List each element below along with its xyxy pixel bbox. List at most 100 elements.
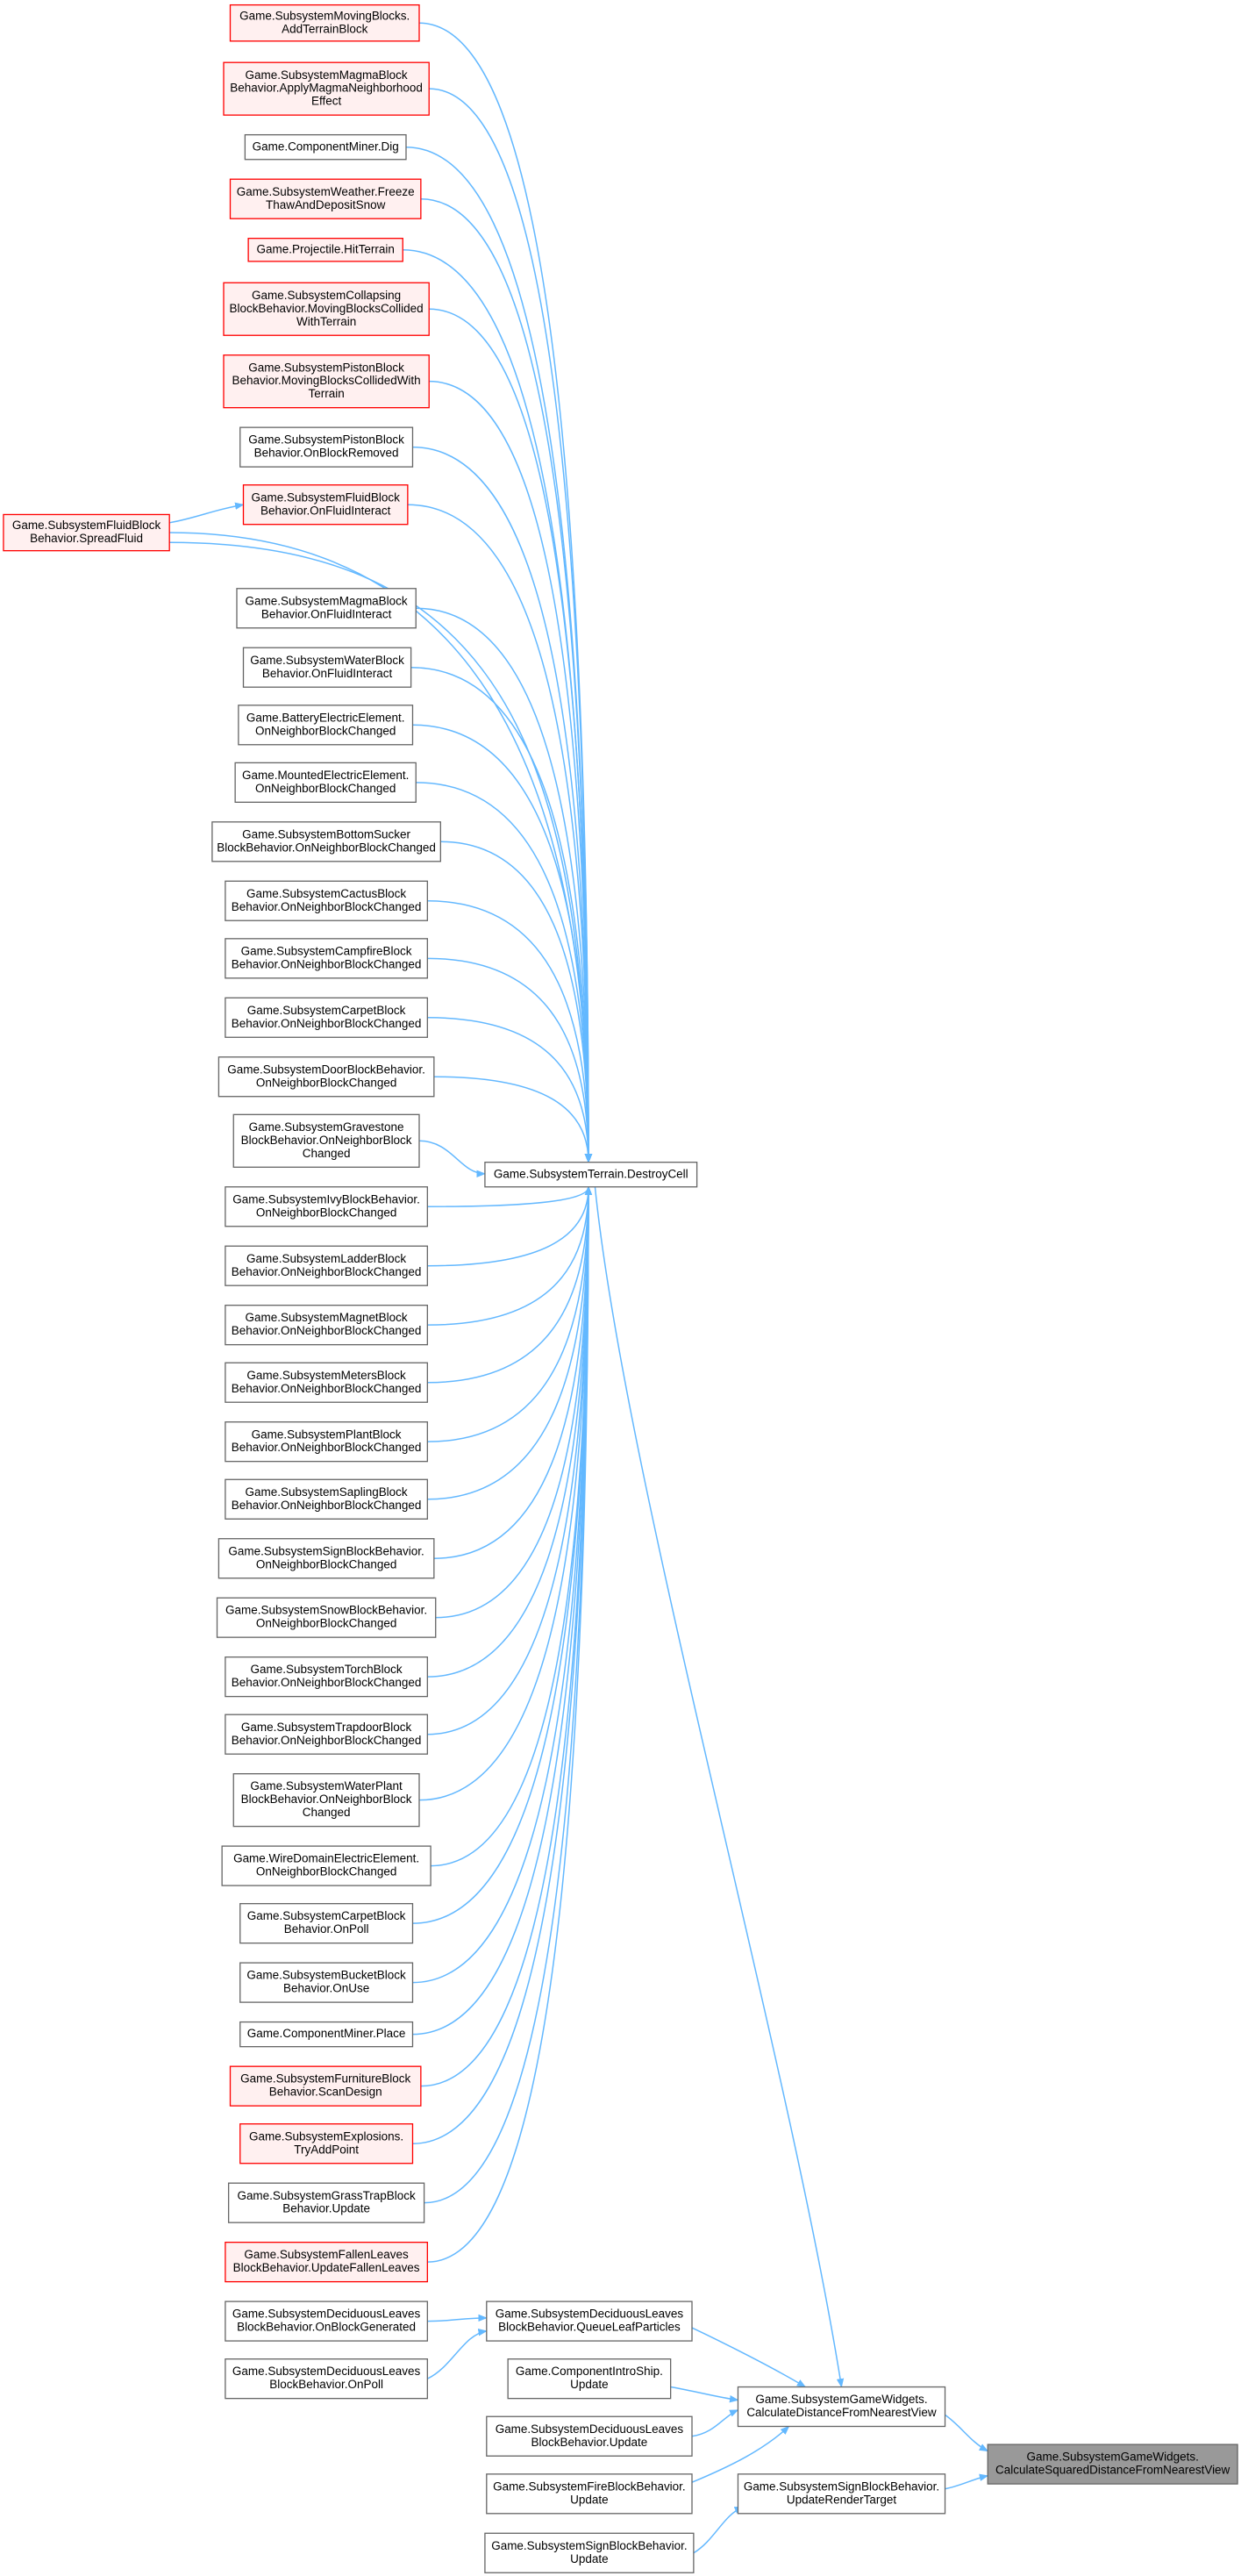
- node-box: [238, 705, 414, 746]
- edge: [169, 541, 593, 1163]
- node: Game.SubsystemWeather.FreezeThawAndDepos…: [229, 178, 422, 219]
- node-box: [225, 1656, 429, 1698]
- node-label: BlockBehavior.OnNeighborBlock: [241, 1792, 412, 1806]
- node: Game.BatteryElectricElement.OnNeighborBl…: [238, 705, 414, 746]
- edge: [427, 1185, 593, 1384]
- node-box: [486, 2415, 693, 2457]
- node-label: Game.SubsystemSignBlockBehavior.: [744, 2479, 939, 2493]
- node-label: Behavior.OnNeighborBlockChanged: [232, 1734, 422, 1747]
- node-label: OnNeighborBlockChanged: [256, 1206, 396, 1219]
- edge: [412, 1185, 593, 2144]
- node-label: UpdateRenderTarget: [787, 2493, 896, 2506]
- node-label: Game.SubsystemFluidBlock: [12, 519, 161, 532]
- edge: [412, 1185, 593, 1924]
- node: Game.SubsystemFallenLeavesBlockBehavior.…: [225, 2241, 429, 2283]
- edge: [420, 197, 593, 1163]
- edge: [169, 502, 245, 524]
- edge: [670, 2386, 739, 2403]
- node-label: Game.SubsystemGrassTrapBlock: [237, 2189, 416, 2202]
- edge: [427, 1185, 593, 1326]
- node-label: Behavior.OnNeighborBlockChanged: [232, 1676, 422, 1689]
- node-label: BlockBehavior.OnNeighborBlock: [241, 1134, 412, 1147]
- node-label: Behavior.OnFluidInteract: [260, 504, 391, 517]
- edge: [945, 2473, 989, 2490]
- node: Game.SubsystemTrapdoorBlockBehavior.OnNe…: [225, 1714, 429, 1755]
- node-label: Changed: [303, 1147, 351, 1160]
- edge: [407, 504, 593, 1163]
- edge: [418, 1140, 486, 1177]
- node-box: [737, 2386, 946, 2428]
- node-label: Game.SubsystemWeather.Freeze: [237, 185, 415, 198]
- node-box: [239, 426, 414, 468]
- node-box: [225, 1421, 429, 1463]
- node-label: OnNeighborBlockChanged: [256, 1557, 396, 1571]
- node-box: [216, 1597, 437, 1638]
- node-label: Game.SubsystemBucketBlock: [246, 1969, 406, 1982]
- node: Game.SubsystemCampfireBlockBehavior.OnNe…: [225, 938, 429, 979]
- node-label: Game.SubsystemTorchBlock: [251, 1663, 403, 1676]
- node-label: Game.BatteryElectricElement.: [246, 711, 405, 724]
- node-label: Game.SubsystemDeciduousLeaves: [232, 2365, 421, 2378]
- node-label: Game.SubsystemTerrain.DestroyCell: [494, 1167, 688, 1180]
- node-label: Game.SubsystemGravestone: [249, 1120, 404, 1134]
- edge: [427, 900, 593, 1163]
- node-label: Game.SubsystemSaplingBlock: [246, 1485, 408, 1499]
- edge: [440, 841, 593, 1163]
- node-label: Update: [570, 2552, 608, 2565]
- node-label: Update: [570, 2378, 608, 2391]
- node-label: Game.SubsystemCollapsing: [252, 289, 401, 302]
- node-label: Game.SubsystemMagnetBlock: [246, 1311, 408, 1324]
- node-label: Game.SubsystemFallenLeaves: [244, 2248, 409, 2261]
- node-label: Game.SubsystemFireBlockBehavior.: [493, 2479, 686, 2493]
- node: Game.SubsystemSignBlockBehavior.UpdateRe…: [737, 2473, 946, 2515]
- node-label: BlockBehavior.OnNeighborBlockChanged: [217, 841, 436, 854]
- node-label: Behavior.OnNeighborBlockChanged: [232, 957, 422, 970]
- node-label: Behavior.OnFluidInteract: [261, 607, 392, 620]
- node: Game.SubsystemSaplingBlockBehavior.OnNei…: [225, 1478, 429, 1520]
- node-box: [247, 238, 403, 262]
- node-label: Behavior.OnUse: [283, 1982, 369, 1995]
- node: Game.SubsystemFluidBlockBehavior.SpreadF…: [3, 513, 170, 552]
- node-label: Game.SubsystemBottomSucker: [242, 827, 410, 841]
- node-label: Game.SubsystemSignBlockBehavior.: [491, 2539, 687, 2552]
- node-label: Behavior.OnNeighborBlockChanged: [232, 1499, 422, 1512]
- node-label: OnNeighborBlockChanged: [256, 1617, 396, 1630]
- edge: [427, 1185, 593, 1678]
- node-label: Game.SubsystemMagmaBlock: [246, 68, 408, 82]
- edges: [169, 22, 989, 2554]
- node-label: Game.SubsystemIvyBlockBehavior.: [232, 1192, 420, 1206]
- edge: [429, 308, 593, 1163]
- node: Game.SubsystemDoorBlockBehavior.OnNeighb…: [218, 1056, 435, 1098]
- node-label: Game.SubsystemSignBlockBehavior.: [228, 1544, 424, 1557]
- node-box: [239, 2021, 414, 2048]
- node-label: Game.SubsystemDeciduousLeaves: [496, 2422, 684, 2436]
- node-box: [225, 2241, 429, 2283]
- node-label: Behavior.SpreadFluid: [30, 532, 143, 545]
- node: Game.SubsystemMagnetBlockBehavior.OnNeig…: [225, 1305, 429, 1346]
- node: Game.SubsystemWaterPlantBlockBehavior.On…: [232, 1773, 420, 1828]
- node-box: [239, 1962, 414, 2003]
- node: Game.SubsystemMagmaBlockBehavior.ApplyMa…: [223, 61, 430, 116]
- node: Game.SubsystemGameWidgets.CalculateDista…: [737, 2386, 946, 2428]
- edge: [420, 1185, 593, 2087]
- node-label: Game.SubsystemExplosions.: [249, 2129, 403, 2143]
- node-box: [225, 1714, 429, 1755]
- edge: [418, 1185, 593, 1801]
- edge: [427, 1185, 593, 1735]
- node-label: Terrain: [309, 387, 345, 400]
- node-label: Behavior.OnBlockRemoved: [254, 447, 399, 460]
- node-box: [225, 938, 429, 979]
- edge: [427, 1185, 593, 1208]
- node-box: [3, 513, 170, 552]
- node: Game.SubsystemTerrain.DestroyCell: [484, 1162, 698, 1188]
- node-label: OnNeighborBlockChanged: [256, 1865, 396, 1878]
- node-box: [484, 2532, 695, 2573]
- node-box: [223, 282, 430, 336]
- node-label: Behavior.ApplyMagmaNeighborhood: [230, 82, 423, 95]
- node-box: [486, 2301, 693, 2342]
- node: Game.SubsystemSignBlockBehavior.Update: [484, 2532, 695, 2573]
- node-label: Behavior.OnNeighborBlockChanged: [232, 1017, 422, 1030]
- node: Game.SubsystemLadderBlockBehavior.OnNeig…: [225, 1245, 429, 1286]
- node-label: CalculateDistanceFromNearestView: [746, 2406, 937, 2419]
